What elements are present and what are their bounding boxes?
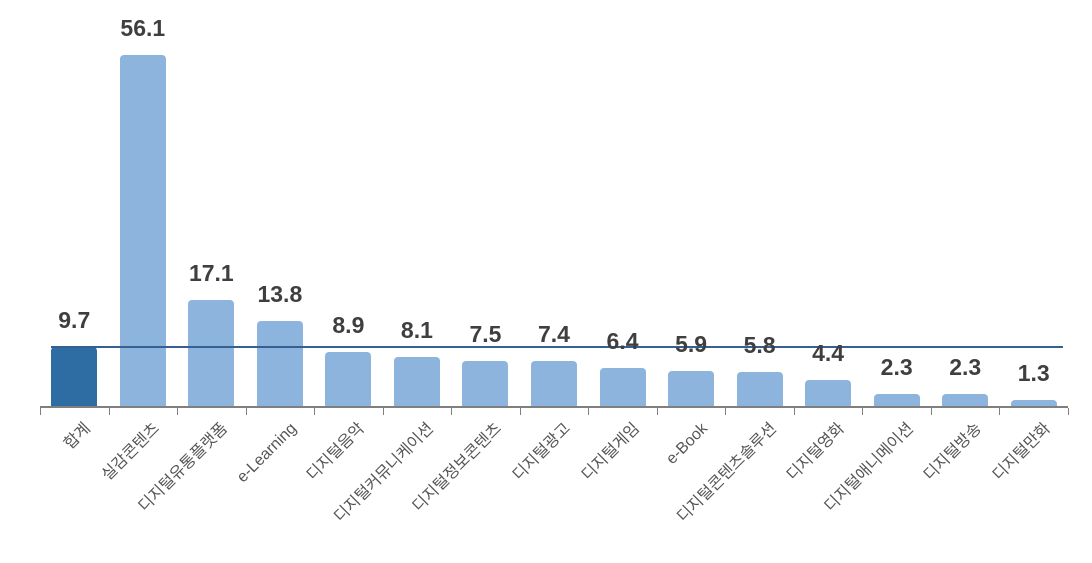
axis-tick [1068, 408, 1069, 415]
reference-line [51, 345, 1063, 348]
axis-tick [588, 408, 590, 415]
value-label: 17.1 [188, 260, 234, 287]
bar [462, 360, 509, 408]
bar [805, 380, 852, 408]
axis-tick [451, 408, 453, 415]
axis-tick [40, 408, 41, 415]
axis-tick [314, 408, 316, 415]
axis-tick [862, 408, 864, 415]
axis-tick [108, 408, 110, 415]
x-axis [40, 406, 1068, 408]
axis-tick [725, 408, 727, 415]
value-label: 7.5 [469, 320, 502, 347]
value-label: 6.4 [606, 327, 639, 354]
value-label: 8.9 [332, 312, 365, 338]
value-label: 2.3 [949, 353, 982, 380]
axis-tick [177, 408, 179, 415]
bar [393, 357, 440, 408]
value-label: 13.8 [257, 281, 303, 308]
axis-tick [519, 408, 521, 415]
value-label: 7.4 [537, 321, 570, 348]
bar [256, 321, 303, 408]
bar [873, 393, 920, 408]
bar [599, 367, 646, 408]
axis-tick [656, 408, 658, 415]
value-label: 4.4 [812, 340, 845, 367]
bar [188, 300, 235, 408]
bar [119, 55, 166, 408]
plot-area: 9.7 56.1 17.1 13.8 8.9 8.1 7.5 7.4 6.4 5.9 5.8 4.4 2… [40, 0, 1068, 408]
axis-tick [382, 408, 384, 415]
value-label: 8.1 [400, 317, 433, 344]
bar [736, 371, 783, 408]
value-label: 1.3 [1017, 359, 1050, 386]
axis-tick [930, 408, 932, 415]
axis-tick [793, 408, 795, 415]
bar [668, 370, 715, 408]
bar-highlight [51, 346, 98, 408]
value-label: 5.8 [743, 331, 776, 358]
bar [942, 393, 989, 408]
value-label: 5.9 [675, 330, 708, 357]
value-label: 56.1 [120, 15, 166, 41]
bar [1010, 399, 1057, 408]
axis-tick [999, 408, 1001, 415]
axis-tick [245, 408, 247, 415]
bar [325, 352, 372, 408]
bar [531, 361, 577, 408]
value-label: 9.7 [58, 306, 91, 333]
value-label: 2.3 [880, 353, 913, 380]
x-axis-labels: 합계 실감콘텐츠 디지털유통플랫폼 e-Learning 디지털음악 디지털커뮤니케이션 디… [40, 416, 1068, 563]
